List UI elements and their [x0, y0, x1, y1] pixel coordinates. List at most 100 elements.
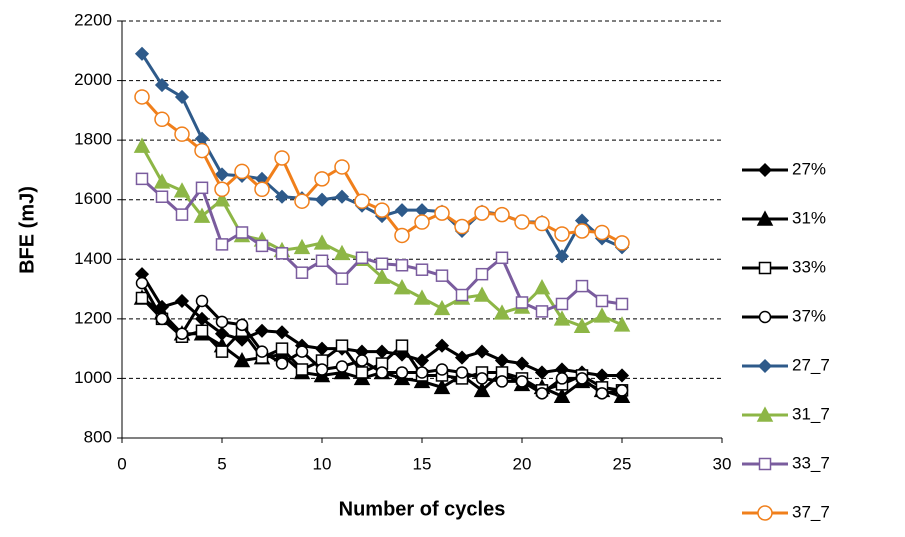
data-point [295, 363, 309, 376]
data-point [515, 375, 529, 388]
data-point [454, 350, 470, 365]
data-point [355, 354, 369, 367]
data-point [133, 137, 151, 153]
data-point [395, 258, 409, 272]
data-point [355, 366, 369, 379]
data-point [173, 182, 191, 198]
data-point [274, 325, 290, 340]
data-point [435, 269, 449, 282]
data-point [314, 192, 330, 207]
data-point [174, 89, 190, 105]
data-point [415, 263, 429, 276]
data-point [394, 203, 410, 218]
data-point [515, 296, 529, 309]
data-point [314, 171, 330, 187]
data-point [315, 254, 329, 268]
data-point [395, 339, 409, 352]
legend-label: 37% [792, 306, 826, 325]
data-point [335, 272, 349, 285]
data-point [215, 315, 229, 329]
data-point [554, 249, 570, 264]
data-point [514, 356, 530, 371]
data-point [274, 150, 290, 166]
x-tick-label: 5 [217, 454, 226, 473]
data-point [495, 251, 509, 265]
data-point [193, 207, 211, 223]
series-line [141, 177, 623, 314]
x-tick-label: 25 [613, 454, 632, 473]
data-point [435, 363, 449, 376]
data-point [275, 342, 289, 355]
data-point [255, 345, 269, 358]
data-point [594, 224, 610, 241]
data-point [174, 126, 190, 142]
data-point [214, 167, 230, 182]
data-point [434, 338, 450, 353]
data-point [615, 384, 629, 397]
data-point [413, 289, 431, 305]
legend-label: 27% [792, 159, 826, 178]
data-point [215, 238, 229, 251]
data-point [573, 317, 591, 334]
data-point [215, 345, 229, 358]
data-point [555, 372, 569, 385]
data-point [494, 206, 510, 223]
data-point [155, 190, 169, 203]
data-point [135, 291, 149, 305]
x-tick-label: 0 [117, 454, 126, 473]
legend-marker [758, 310, 772, 324]
data-point [553, 387, 571, 404]
y-tick-label: 2200 [74, 10, 112, 29]
legend-marker [757, 358, 773, 374]
data-point [374, 202, 390, 218]
data-point [295, 345, 309, 358]
data-point [614, 368, 630, 383]
data-point [474, 344, 490, 359]
y-axis-title: BFE (mJ) [16, 186, 38, 274]
data-point [373, 268, 391, 284]
y-tick-label: 1200 [74, 308, 112, 327]
data-point [533, 279, 551, 295]
data-point [355, 251, 369, 265]
data-point [155, 312, 169, 326]
data-point [615, 297, 629, 311]
x-tick-label: 30 [713, 454, 732, 473]
data-point [254, 181, 270, 198]
legend-label: 33_7 [792, 453, 830, 472]
data-point [414, 214, 430, 230]
data-point [135, 276, 149, 290]
data-point [175, 327, 189, 340]
data-point [473, 286, 491, 302]
data-point [334, 189, 350, 204]
data-point [313, 234, 331, 250]
legend-label: 27_7 [792, 355, 830, 374]
data-point [415, 366, 429, 379]
legend-marker [757, 505, 773, 521]
legend-label: 33% [792, 257, 826, 276]
data-point [455, 366, 469, 379]
data-point [153, 173, 171, 189]
y-tick-label: 1800 [74, 130, 112, 149]
data-point [295, 266, 309, 279]
x-axis-title: Number of cycles [339, 498, 506, 520]
data-point [175, 208, 189, 221]
data-point [154, 77, 170, 93]
data-point [293, 238, 311, 255]
data-point [275, 247, 289, 260]
y-tick-label: 1000 [74, 368, 112, 387]
data-point [214, 181, 230, 198]
y-tick-label: 1600 [74, 189, 112, 208]
data-point [375, 366, 389, 379]
data-point [154, 111, 170, 128]
legend-marker [756, 210, 774, 226]
data-point [575, 279, 589, 293]
data-point [555, 297, 569, 311]
data-point [535, 305, 549, 318]
data-point [374, 344, 390, 359]
data-point [294, 193, 310, 209]
legend-label: 31_7 [792, 404, 830, 423]
data-point [274, 189, 290, 204]
data-point [534, 365, 550, 380]
data-point [474, 205, 490, 221]
